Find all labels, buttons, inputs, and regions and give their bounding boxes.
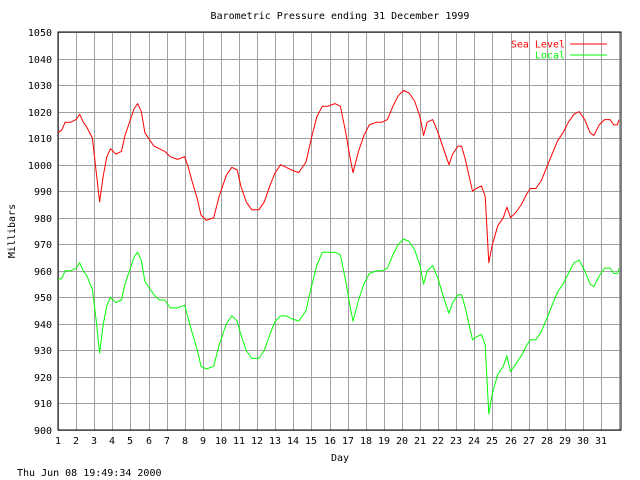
x-tick-label: 23 [450,436,462,447]
x-axis-ticks: 1 2 3 4 5 6 7 8 9 10 11 12 13 14 15 16 17 18 19 20 21 22 23 24 2… [55,436,607,447]
x-tick-label: 9 [200,436,206,447]
x-tick-label: 31 [595,436,607,447]
x-tick-label: 18 [360,436,372,447]
x-tick-label: 25 [486,436,498,447]
y-tick-label: 950 [34,293,52,304]
x-tick-label: 12 [251,436,263,447]
y-tick-label: 960 [34,267,52,278]
grid [58,32,621,431]
x-tick-label: 15 [305,436,317,447]
timestamp-footer: Thu Jun 08 19:49:34 2000 [17,468,162,479]
y-tick-label: 1010 [28,134,52,145]
x-tick-label: 14 [287,436,299,447]
series-line-sea-level [57,89,620,264]
y-tick-label: 930 [34,346,52,357]
series-lines [57,89,620,415]
x-tick-label: 26 [505,436,517,447]
x-tick-label: 21 [414,436,426,447]
x-tick-label: 4 [109,436,115,447]
x-tick-label: 7 [164,436,170,447]
y-tick-label: 940 [34,320,52,331]
y-tick-label: 1040 [28,55,52,66]
x-axis-label: Day [331,453,349,464]
x-tick-label: 27 [523,436,535,447]
chart-title: Barometric Pressure ending 31 December 1… [211,11,470,22]
y-axis-ticks: 900 910 920 930 940 950 960 970 980 990 1000 1010 10… [28,28,52,437]
y-tick-label: 1020 [28,108,52,119]
plot-frame [57,31,622,431]
legend-label: Local [535,51,565,62]
x-tick-label: 5 [127,436,133,447]
x-tick-label: 2 [73,436,79,447]
y-axis-label: Millibars [7,204,18,258]
x-tick-label: 17 [342,436,354,447]
x-tick-label: 10 [215,436,227,447]
x-tick-label: 3 [91,436,97,447]
x-tick-label: 30 [577,436,589,447]
x-tick-label: 1 [55,436,61,447]
x-tick-label: 6 [146,436,152,447]
y-tick-label: 1050 [28,28,52,39]
x-tick-label: 20 [396,436,408,447]
y-tick-label: 990 [34,187,52,198]
x-tick-label: 24 [468,436,480,447]
x-tick-label: 28 [541,436,553,447]
y-tick-label: 920 [34,373,52,384]
x-tick-label: 11 [233,436,245,447]
y-tick-label: 1000 [28,161,52,172]
x-tick-label: 19 [378,436,390,447]
series-line-local [58,238,620,415]
x-tick-label: 16 [324,436,336,447]
x-tick-label: 8 [182,436,188,447]
legend-label: Sea Level [511,40,565,51]
y-tick-label: 900 [34,426,52,437]
x-tick-label: 29 [559,436,571,447]
y-tick-label: 1030 [28,81,52,92]
x-tick-label: 13 [269,436,281,447]
y-tick-label: 980 [34,214,52,225]
y-tick-label: 970 [34,240,52,251]
x-tick-label: 22 [432,436,444,447]
y-tick-label: 910 [34,399,52,410]
